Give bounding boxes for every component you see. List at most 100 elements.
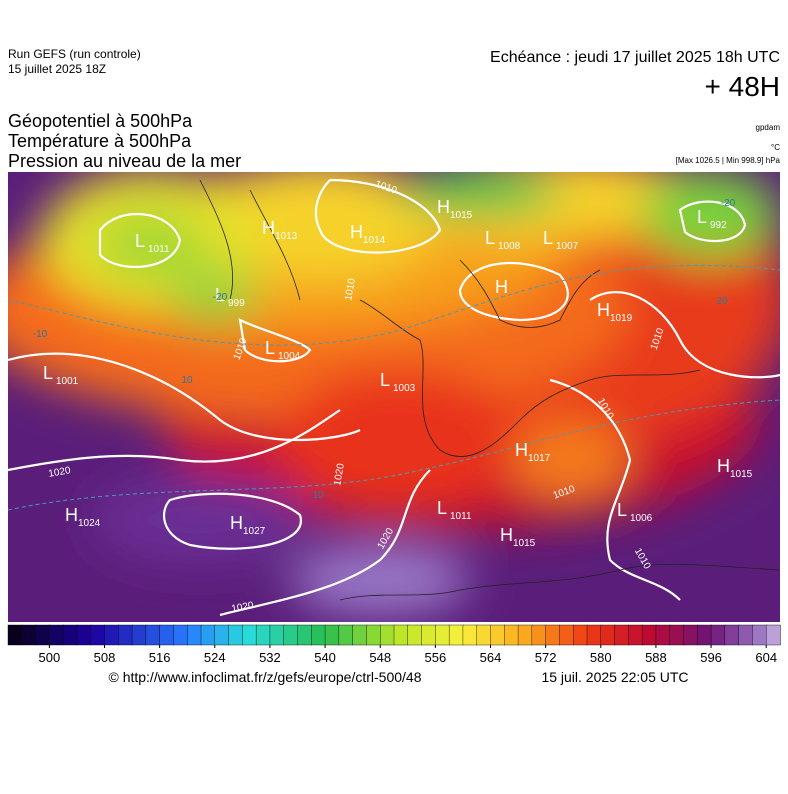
- colorbar-swatch: [187, 624, 202, 646]
- pressure-center: L 992: [697, 207, 727, 231]
- pressure-center: L 1006: [617, 500, 653, 524]
- center-letter: L: [485, 228, 495, 248]
- colorbar-swatch: [352, 624, 368, 646]
- center-value: 992: [710, 220, 727, 231]
- center-value: 1011: [450, 511, 472, 522]
- colorbar-label: 508: [94, 650, 116, 665]
- colorbar-swatch: [435, 624, 450, 646]
- center-value: 1006: [630, 513, 653, 524]
- center-value: 1014: [363, 235, 386, 246]
- colorbar-swatch: [476, 624, 492, 646]
- center-value: 1015: [730, 469, 753, 480]
- center-letter: H: [350, 222, 363, 242]
- field: Température à 500hPa: [8, 131, 192, 151]
- colorbar-swatch: [173, 624, 188, 646]
- isobar-label: 1020: [48, 465, 72, 480]
- unit: °C: [771, 143, 780, 152]
- colorbar-swatch: [448, 624, 464, 646]
- temperature-label: -10: [33, 329, 48, 340]
- colorbar-swatch: [200, 624, 216, 646]
- colorbar-swatch: [545, 624, 561, 646]
- colorbar-swatch: [131, 624, 147, 646]
- colorbar-label: 604: [755, 650, 777, 665]
- center-value: 1015: [450, 210, 473, 221]
- colorbar-swatch: [490, 624, 505, 646]
- colorbar-label: 540: [314, 650, 336, 665]
- isobar-label: 1020: [332, 462, 347, 486]
- unit: [Max 1026.5 | Min 998.9] hPa: [676, 156, 781, 165]
- lead-time: + 48H: [705, 71, 781, 102]
- center-letter: L: [437, 498, 447, 518]
- colorbar-swatch: [531, 624, 547, 646]
- pressure-center: L 1011: [437, 498, 472, 522]
- colorbar-swatch: [214, 624, 230, 646]
- colorbar-swatch: [269, 624, 285, 646]
- center-letter: H: [495, 277, 508, 297]
- colorbar-swatch: [669, 624, 685, 646]
- pressure-center: H 1014: [350, 222, 386, 246]
- colorbar-swatch: [752, 624, 767, 646]
- center-value: 1004: [278, 351, 301, 362]
- colorbar-swatch: [35, 624, 51, 646]
- center-value: 1001: [56, 376, 79, 387]
- center-letter: H: [597, 300, 610, 320]
- center-value: 1011: [148, 244, 170, 255]
- temperature-label: -20: [213, 292, 228, 303]
- colorbar-label: 500: [39, 650, 61, 665]
- center-letter: L: [43, 363, 53, 383]
- colorbar-swatch: [614, 624, 630, 646]
- pressure-center: H 1013: [262, 218, 298, 242]
- center-value: 999: [228, 298, 245, 309]
- run-date: 15 juillet 2025 18Z: [8, 62, 106, 76]
- run: Run GEFS (run controle): [8, 47, 141, 61]
- center-value: 1017: [528, 453, 551, 464]
- colorbar-swatch: [297, 624, 312, 646]
- center-value: 1013: [275, 231, 298, 242]
- pressure-center: H 1015: [717, 456, 753, 480]
- center-letter: H: [230, 513, 243, 533]
- center-value: 1027: [243, 526, 266, 537]
- center-letter: L: [543, 228, 553, 248]
- colorbar-swatch: [366, 624, 381, 646]
- temperature-label: -20: [721, 198, 736, 209]
- colorbar-label: 572: [535, 650, 557, 665]
- colorbar-swatch: [421, 624, 437, 646]
- pressure-center: L 1004: [265, 338, 301, 362]
- center-letter: H: [65, 505, 78, 525]
- pressure-center: H 1019: [597, 300, 633, 324]
- colorbar-swatch: [62, 624, 78, 646]
- center-letter: L: [617, 500, 627, 520]
- colorbar-swatch: [586, 624, 602, 646]
- pressure-center: L 999: [215, 285, 245, 309]
- colorbar-swatch: [393, 624, 409, 646]
- center-value: 1007: [556, 241, 579, 252]
- temperature-label: 10: [312, 490, 324, 501]
- colorbar-swatch: [76, 624, 92, 646]
- center-value: 1003: [393, 383, 416, 394]
- colorbar-label: 516: [149, 650, 171, 665]
- colorbar-swatch: [504, 624, 519, 646]
- pressure-center: H 1015: [500, 525, 536, 549]
- colorbar-swatch: [697, 624, 712, 646]
- pressure-center: H: [495, 277, 508, 297]
- colorbar-label: 556: [425, 650, 447, 665]
- field: Pression au niveau de la mer: [8, 151, 241, 171]
- colorbar-swatch: [766, 624, 781, 646]
- pressure-center: H 1027: [230, 513, 266, 537]
- colorbar-swatch: [573, 624, 588, 646]
- pressure-center: L 1001: [43, 363, 79, 387]
- valid-time: Echéance : jeudi 17 juillet 2025 18h UTC: [490, 49, 780, 66]
- colorbar-label: 596: [700, 650, 722, 665]
- field: Géopotentiel à 500hPa: [8, 111, 193, 131]
- colorbar-swatch: [559, 624, 574, 646]
- colorbar-swatch: [324, 624, 340, 646]
- colorbar-swatch: [49, 624, 64, 646]
- colorbar-swatch: [21, 624, 37, 646]
- center-letter: L: [380, 370, 390, 390]
- center-letter: H: [437, 197, 450, 217]
- colorbar-swatch: [242, 624, 257, 646]
- colorbar-label: 564: [480, 650, 502, 665]
- colorbar-swatch: [338, 624, 354, 646]
- map: [8, 172, 780, 622]
- colorbar-label: 524: [204, 650, 226, 665]
